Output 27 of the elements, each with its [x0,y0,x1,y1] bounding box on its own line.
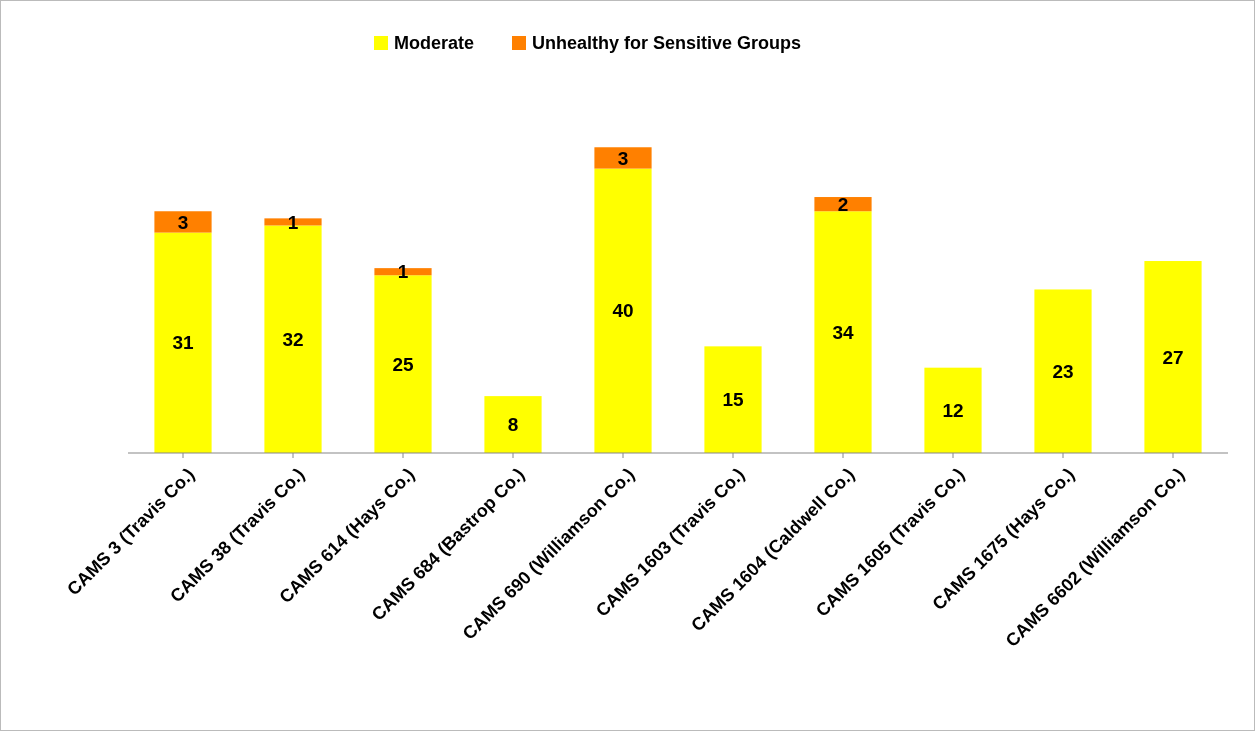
data-label: 3 [177,211,189,233]
bar [154,232,212,453]
bar [594,147,652,169]
data-label: 12 [942,399,964,421]
data-label: 1 [397,261,409,283]
data-label: 15 [722,389,744,411]
data-label: 2 [837,193,849,215]
bar [484,396,542,453]
data-label: 32 [282,328,304,350]
data-label: 1 [287,211,299,233]
bar [1144,261,1202,453]
legend-label: Moderate [394,33,475,54]
bar [704,346,762,453]
bar [594,168,652,453]
bar [924,367,982,453]
bar [814,211,872,453]
data-label: 34 [832,321,854,343]
data-label: 31 [172,332,194,354]
data-label: 3 [617,147,629,169]
bar [1034,289,1092,453]
data-label: 23 [1052,360,1074,382]
legend-label: Unhealthy for Sensitive Groups [532,33,802,54]
data-label: 27 [1162,346,1184,368]
data-label: 25 [392,353,414,375]
data-label: 40 [612,300,634,322]
bar [154,211,212,233]
data-label: 8 [507,414,519,436]
